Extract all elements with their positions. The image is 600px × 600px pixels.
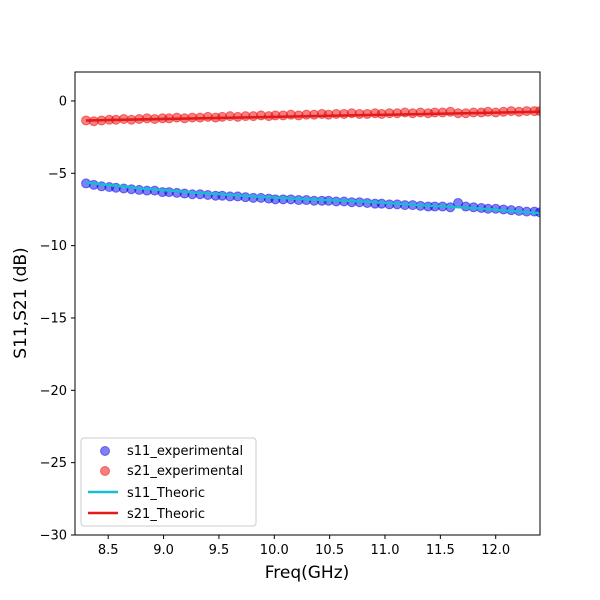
legend: s11_experimental s21_experimental s11_Th… bbox=[80, 437, 257, 527]
x-tick-label: 8.5 bbox=[98, 543, 119, 558]
y-tick-label: −10 bbox=[40, 239, 67, 254]
x-tick-label: 10.5 bbox=[315, 543, 344, 558]
y-tick-label: 0 bbox=[59, 94, 67, 109]
plot-area bbox=[81, 106, 540, 218]
x-tick-label: 12.0 bbox=[481, 543, 510, 558]
line-s21-theoric bbox=[86, 110, 540, 122]
series-layer bbox=[81, 106, 540, 218]
x-tick-label: 10.0 bbox=[260, 543, 289, 558]
legend-label-s21-theoric: s21_Theoric bbox=[127, 507, 205, 522]
x-tick-label: 11.5 bbox=[426, 543, 455, 558]
x-tick-label: 9.0 bbox=[153, 543, 174, 558]
legend-label-s11-experimental: s11_experimental bbox=[127, 444, 243, 459]
y-axis: 0 −5 −10 −15 −20 −25 −30 bbox=[40, 94, 75, 544]
x-tick-label: 9.5 bbox=[209, 543, 230, 558]
y-tick-label: −25 bbox=[40, 456, 67, 471]
y-tick-label: −30 bbox=[40, 529, 67, 544]
y-tick-label: −5 bbox=[48, 167, 67, 182]
legend-box bbox=[80, 437, 257, 527]
legend-marker-s21-experimental bbox=[100, 466, 110, 476]
x-tick-label: 11.0 bbox=[371, 543, 400, 558]
y-axis-label: S11,S21 (dB) bbox=[11, 247, 31, 358]
y-tick-label: −20 bbox=[40, 384, 67, 399]
x-axis: 8.5 9.0 9.5 10.0 10.5 11.0 11.5 12.0 bbox=[98, 535, 510, 558]
legend-marker-s11-experimental bbox=[100, 446, 110, 456]
x-axis-label: Freq(GHz) bbox=[265, 563, 350, 583]
legend-label-s21-experimental: s21_experimental bbox=[127, 464, 243, 479]
legend-label-s11-theoric: s11_Theoric bbox=[127, 486, 205, 501]
y-tick-label: −15 bbox=[40, 311, 67, 326]
line-s11-theoric bbox=[85, 181, 540, 215]
plot-area-frame bbox=[74, 71, 541, 536]
